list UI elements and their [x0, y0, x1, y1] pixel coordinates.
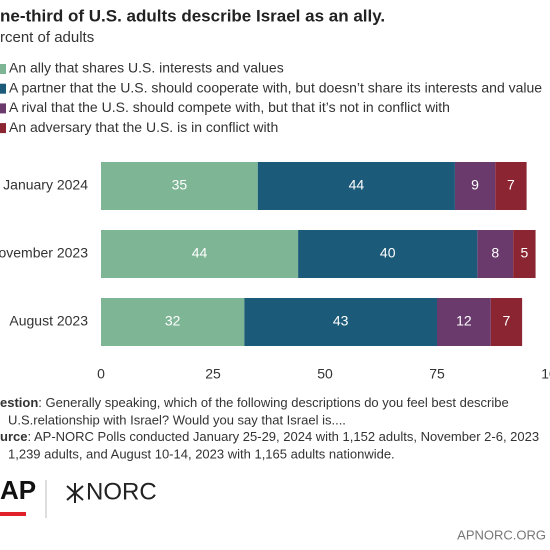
source: urce: AP-NORC Polls conducted January 25… — [0, 429, 539, 444]
site-link: APNORC.ORG — [457, 527, 546, 542]
logo-star — [66, 483, 84, 503]
logo-underline — [0, 512, 26, 516]
bar — [454, 162, 496, 210]
bar — [437, 298, 491, 346]
data-label: 9 — [471, 177, 479, 193]
notes: estion: Generally speaking, which of the… — [0, 395, 539, 461]
legend-swatch — [0, 83, 6, 94]
legend-label: A rival that the U.S. should compete wit… — [9, 99, 450, 115]
bar — [513, 230, 536, 278]
data-label: 7 — [503, 313, 511, 329]
logo-norc: NORC — [86, 478, 157, 505]
legend-swatch — [0, 123, 6, 134]
chart-title: ne-third of U.S. adults describe Israel … — [0, 6, 385, 25]
x-tick-label: 25 — [205, 366, 221, 382]
bar — [495, 162, 527, 210]
legend-swatch — [0, 103, 6, 114]
y-tick-label: August 2023 — [9, 313, 88, 329]
source-text: : AP-NORC Polls conducted January 25-29,… — [27, 429, 539, 444]
x-tick-label: 50 — [317, 366, 333, 382]
data-label: 35 — [172, 177, 188, 193]
y-tick-label: January 2024 — [3, 177, 88, 193]
chart-subtitle: rcent of adults — [0, 29, 94, 46]
legend-swatch — [0, 64, 6, 74]
data-label: 12 — [456, 313, 472, 329]
legend-label: An adversary that the U.S. is in conflic… — [9, 119, 278, 135]
x-tick-label: 10 — [541, 366, 550, 382]
data-label: 44 — [192, 245, 208, 261]
data-label: 44 — [349, 177, 365, 193]
question-label: estion — [0, 395, 38, 410]
x-tick-label: 75 — [429, 366, 445, 382]
y-tick-label: ovember 2023 — [0, 245, 88, 261]
bar — [298, 230, 478, 278]
data-label: 43 — [333, 313, 349, 329]
data-label: 32 — [165, 313, 181, 329]
bar — [490, 298, 523, 346]
question-text: : Generally speaking, which of the follo… — [38, 395, 508, 410]
bar — [257, 162, 455, 210]
legend-label: An ally that shares U.S. interests and v… — [9, 60, 284, 76]
source-text: 1,239 adults, and August 10-14, 2023 wit… — [8, 446, 395, 461]
source-label: urce — [0, 429, 27, 444]
logo-ap: AP — [0, 475, 36, 505]
bar — [477, 230, 514, 278]
x-tick-label: 0 — [97, 366, 105, 382]
data-label: 8 — [491, 245, 499, 261]
bar — [101, 162, 258, 210]
bar — [101, 230, 299, 278]
question-text: U.S.relationship with Israel? Would you … — [8, 412, 346, 427]
bar — [101, 298, 245, 346]
data-label: 40 — [380, 245, 396, 261]
data-label: 7 — [507, 177, 515, 193]
bar — [244, 298, 437, 346]
legend-label: A partner that the U.S. should cooperate… — [9, 79, 542, 95]
data-label: 5 — [520, 245, 528, 261]
question: estion: Generally speaking, which of the… — [0, 395, 509, 410]
